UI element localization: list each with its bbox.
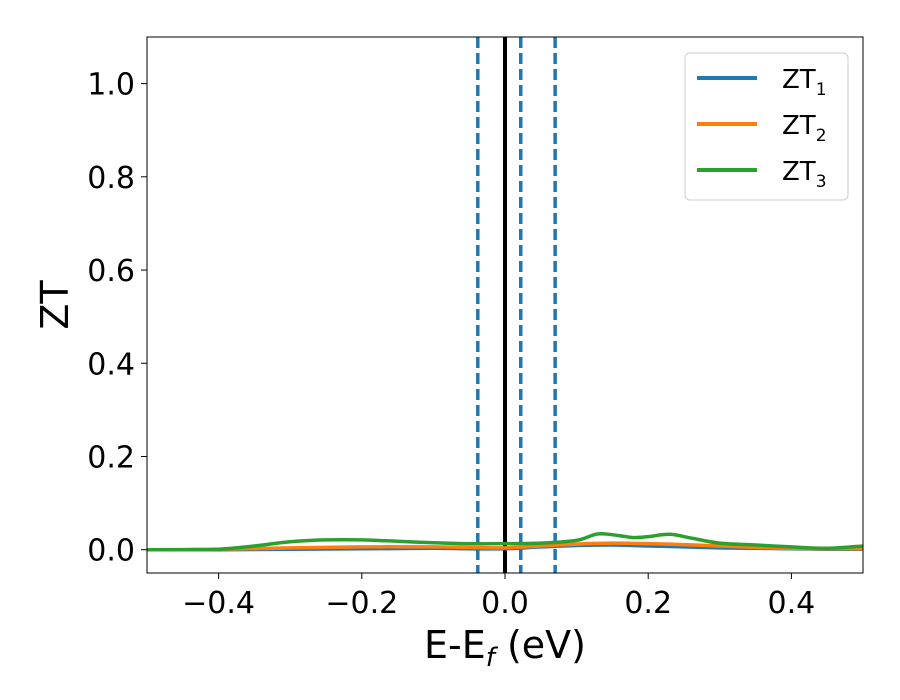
x-axis-ticks: −0.4 −0.2 0.0 0.2 0.4 bbox=[182, 573, 815, 621]
y-tick-label: 0.0 bbox=[87, 534, 135, 569]
x-axis-title: E-Ef (eV) bbox=[424, 623, 586, 673]
x-tick-label: 0.4 bbox=[768, 586, 816, 621]
legend-label-main: ZT bbox=[782, 65, 816, 95]
legend-label-sub: 1 bbox=[816, 80, 827, 100]
legend-label-3: ZT3 bbox=[782, 157, 827, 192]
legend-label-1: ZT1 bbox=[782, 65, 827, 100]
series-line-2 bbox=[147, 541, 863, 552]
y-tick-label: 0.8 bbox=[87, 161, 135, 196]
plot-lines bbox=[147, 37, 863, 573]
x-axis-title-main: E-E bbox=[424, 623, 486, 667]
legend-label-main: ZT bbox=[782, 157, 816, 187]
series-line-3 bbox=[147, 531, 863, 552]
y-axis-title: ZT bbox=[33, 280, 77, 330]
x-tick-label: −0.2 bbox=[325, 586, 398, 621]
y-tick-label: 0.4 bbox=[87, 347, 135, 382]
legend-label-2: ZT2 bbox=[782, 111, 827, 146]
x-tick-label: 0.2 bbox=[624, 586, 672, 621]
x-tick-label: 0.0 bbox=[481, 586, 529, 621]
x-axis-title-unit: (eV) bbox=[495, 623, 586, 667]
y-axis-ticks: 0.0 0.2 0.4 0.6 0.8 1.0 bbox=[87, 68, 147, 569]
y-tick-label: 0.2 bbox=[87, 440, 135, 475]
legend-label-sub: 2 bbox=[816, 126, 827, 146]
y-tick-label: 1.0 bbox=[87, 68, 135, 103]
x-tick-label: −0.4 bbox=[182, 586, 255, 621]
legend-label-main: ZT bbox=[782, 111, 816, 141]
legend-box bbox=[684, 52, 849, 201]
legend-label-sub: 3 bbox=[816, 172, 827, 192]
y-tick-label: 0.6 bbox=[87, 254, 135, 289]
